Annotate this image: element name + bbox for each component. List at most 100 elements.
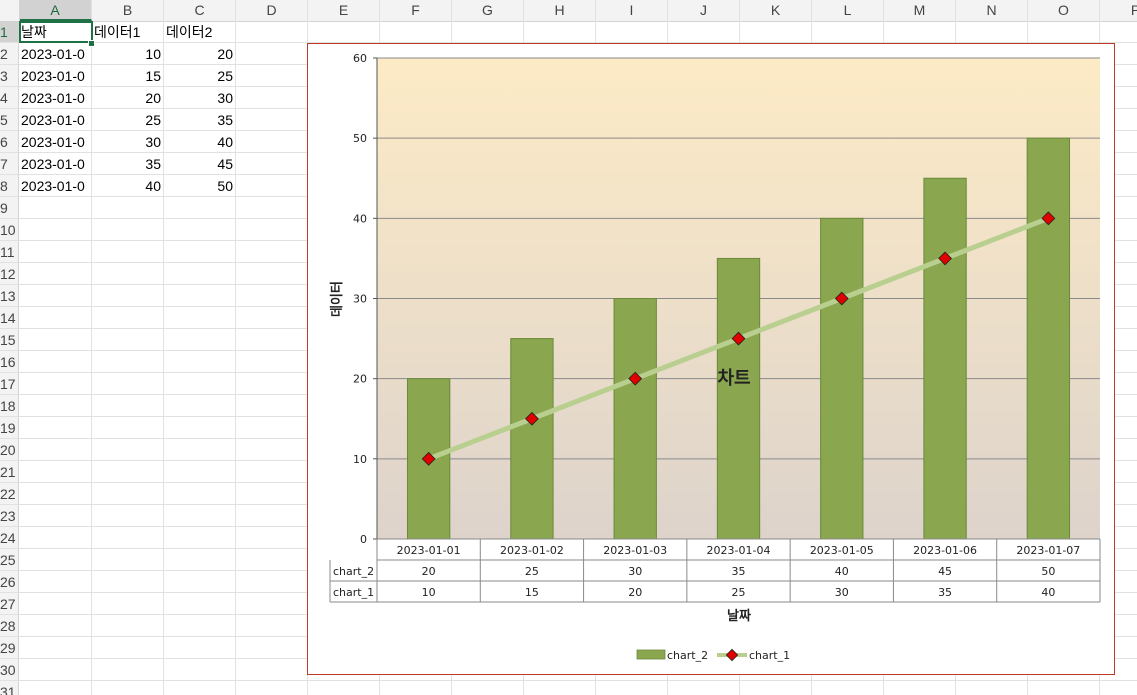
column-header-f[interactable]: F bbox=[380, 0, 452, 21]
row-header-29[interactable]: 29 bbox=[0, 637, 19, 659]
row-header-8[interactable]: 8 bbox=[0, 175, 19, 197]
column-header-p[interactable]: P bbox=[1100, 0, 1137, 21]
embedded-chart[interactable]: 0 10 20 30 40 50 60 2023-01-01 2023-01-02 2023-0… bbox=[307, 43, 1115, 675]
point-chart_1[interactable] bbox=[1041, 211, 1056, 226]
table-series-name: chart_2 bbox=[333, 565, 374, 578]
cell-date[interactable]: 2023-01-0 bbox=[21, 156, 85, 172]
bar-chart_2[interactable] bbox=[716, 257, 761, 540]
cell-data2[interactable]: 35 bbox=[217, 112, 233, 128]
legend-label-chart_1[interactable]: chart_1 bbox=[749, 649, 790, 662]
column-header-o[interactable]: O bbox=[1028, 0, 1100, 21]
row-header-25[interactable]: 25 bbox=[0, 549, 19, 571]
bar-chart_2[interactable] bbox=[510, 338, 554, 540]
cell-data1[interactable]: 10 bbox=[145, 46, 161, 62]
row-header-17[interactable]: 17 bbox=[0, 373, 19, 395]
column-header-e[interactable]: E bbox=[308, 0, 380, 21]
cell-date[interactable]: 2023-01-0 bbox=[21, 90, 85, 106]
row-header-22[interactable]: 22 bbox=[0, 483, 19, 505]
table-value: 50 bbox=[1041, 565, 1055, 578]
column-header-b[interactable]: B bbox=[92, 0, 164, 21]
cell-data2[interactable]: 45 bbox=[217, 156, 233, 172]
y-tick-label: 50 bbox=[353, 132, 367, 145]
bar-chart_2[interactable] bbox=[613, 298, 657, 540]
select-all-corner[interactable] bbox=[0, 0, 20, 21]
column-header-i[interactable]: I bbox=[596, 0, 668, 21]
row-header-26[interactable]: 26 bbox=[0, 571, 19, 593]
cell-data2[interactable]: 30 bbox=[217, 90, 233, 106]
header-cell-date[interactable]: 날짜 bbox=[21, 24, 47, 40]
column-header-g[interactable]: G bbox=[452, 0, 524, 21]
column-header-h[interactable]: H bbox=[524, 0, 596, 21]
column-header-j[interactable]: J bbox=[668, 0, 740, 21]
header-cell-data1[interactable]: 데이터1 bbox=[94, 24, 141, 40]
row-header-23[interactable]: 23 bbox=[0, 505, 19, 527]
row-header-1[interactable]: 1 bbox=[0, 21, 19, 43]
legend-marker-chart_1 bbox=[725, 648, 739, 662]
row-header-28[interactable]: 28 bbox=[0, 615, 19, 637]
row-header-31[interactable]: 31 bbox=[0, 681, 19, 695]
row-header-19[interactable]: 19 bbox=[0, 417, 19, 439]
row-header-10[interactable]: 10 bbox=[0, 219, 19, 241]
cell-data1[interactable]: 15 bbox=[145, 68, 161, 84]
legend-swatch-chart_2[interactable] bbox=[636, 649, 666, 660]
gridline-vertical bbox=[235, 21, 236, 695]
row-header-15[interactable]: 15 bbox=[0, 329, 19, 351]
cell-date[interactable]: 2023-01-0 bbox=[21, 112, 85, 128]
row-header-12[interactable]: 12 bbox=[0, 263, 19, 285]
column-header-k[interactable]: K bbox=[740, 0, 812, 21]
x-axis-label: 날짜 bbox=[727, 608, 751, 624]
column-header-d[interactable]: D bbox=[236, 0, 308, 21]
row-header-14[interactable]: 14 bbox=[0, 307, 19, 329]
cell-date[interactable]: 2023-01-0 bbox=[21, 46, 85, 62]
fill-handle[interactable] bbox=[88, 40, 95, 47]
point-chart_1[interactable] bbox=[834, 291, 849, 306]
row-header-16[interactable]: 16 bbox=[0, 351, 19, 373]
cell-data1[interactable]: 20 bbox=[145, 90, 161, 106]
row-header-24[interactable]: 24 bbox=[0, 527, 19, 549]
row-header-30[interactable]: 30 bbox=[0, 659, 19, 681]
selected-cell-a1[interactable] bbox=[19, 21, 93, 43]
cell-data1[interactable]: 30 bbox=[145, 134, 161, 150]
row-header-4[interactable]: 4 bbox=[0, 87, 19, 109]
legend-label-chart_2[interactable]: chart_2 bbox=[667, 649, 708, 662]
row-header-27[interactable]: 27 bbox=[0, 593, 19, 615]
cell-data1[interactable]: 40 bbox=[145, 178, 161, 194]
bar-chart_2[interactable] bbox=[923, 177, 967, 540]
column-header-m[interactable]: M bbox=[884, 0, 956, 21]
cell-data2[interactable]: 20 bbox=[217, 46, 233, 62]
row-header-2[interactable]: 2 bbox=[0, 43, 19, 65]
column-header-c[interactable]: C bbox=[164, 0, 236, 21]
bar-chart_2[interactable] bbox=[820, 217, 864, 540]
point-chart_1[interactable] bbox=[421, 451, 436, 466]
cell-date[interactable]: 2023-01-0 bbox=[21, 134, 85, 150]
column-header-a[interactable]: A bbox=[19, 0, 92, 21]
column-header-l[interactable]: L bbox=[812, 0, 884, 21]
cell-data2[interactable]: 50 bbox=[217, 178, 233, 194]
point-chart_1[interactable] bbox=[628, 371, 643, 386]
cell-data1[interactable]: 35 bbox=[145, 156, 161, 172]
cell-date[interactable]: 2023-01-0 bbox=[21, 178, 85, 194]
row-header-13[interactable]: 13 bbox=[0, 285, 19, 307]
cell-data2[interactable]: 40 bbox=[217, 134, 233, 150]
row-header-6[interactable]: 6 bbox=[0, 131, 19, 153]
table-value: 10 bbox=[422, 586, 436, 599]
row-header-9[interactable]: 9 bbox=[0, 197, 19, 219]
point-chart_1[interactable] bbox=[524, 411, 539, 426]
row-header-3[interactable]: 3 bbox=[0, 65, 19, 87]
cell-data2[interactable]: 25 bbox=[217, 68, 233, 84]
y-tick-label: 30 bbox=[353, 293, 367, 306]
row-header-21[interactable]: 21 bbox=[0, 461, 19, 483]
bar-chart_2[interactable] bbox=[1026, 137, 1071, 540]
row-header-20[interactable]: 20 bbox=[0, 439, 19, 461]
point-chart_1[interactable] bbox=[731, 331, 746, 346]
header-cell-data2[interactable]: 데이터2 bbox=[166, 24, 213, 40]
row-header-11[interactable]: 11 bbox=[0, 241, 19, 263]
column-header-n[interactable]: N bbox=[956, 0, 1028, 21]
row-header-18[interactable]: 18 bbox=[0, 395, 19, 417]
row-header-7[interactable]: 7 bbox=[0, 153, 19, 175]
cell-data1[interactable]: 25 bbox=[145, 112, 161, 128]
row-header-5[interactable]: 5 bbox=[0, 109, 19, 131]
cell-date[interactable]: 2023-01-0 bbox=[21, 68, 85, 84]
point-chart_1[interactable] bbox=[938, 251, 953, 266]
